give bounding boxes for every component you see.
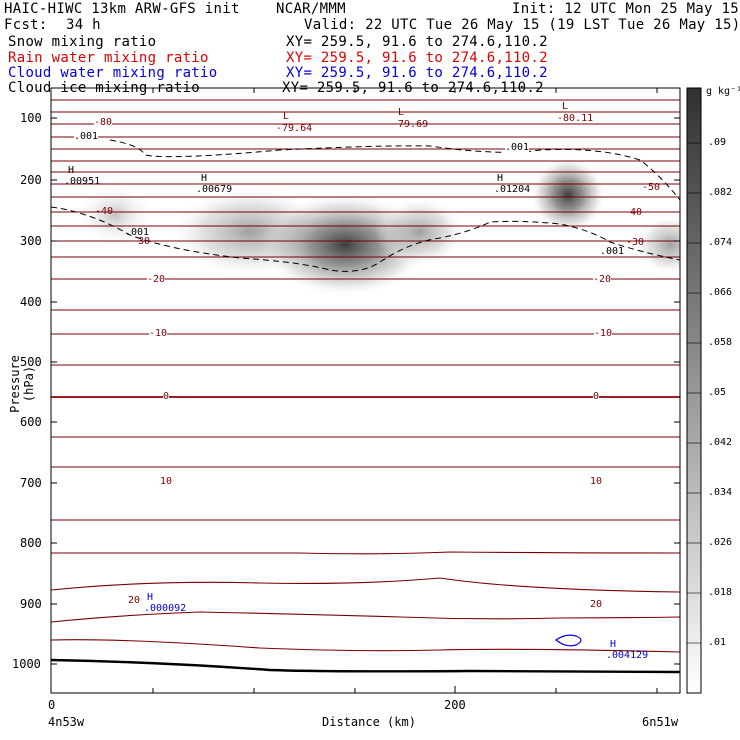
low-marker: L: [562, 101, 569, 112]
low-value: -80.11: [557, 113, 594, 124]
ytick-400: 400: [20, 295, 42, 309]
colorbar-label: .09: [708, 137, 727, 148]
terrain-line: [50, 658, 681, 674]
colorbar-label: .01: [708, 637, 727, 648]
ytick-700: 700: [20, 476, 42, 490]
high-marker: H: [201, 173, 208, 184]
cloud-water-contour: [554, 634, 582, 647]
init-time: Init: 12 UTC Mon 25 May 15: [512, 1, 739, 17]
field-label-cloud-water: Cloud water mixing ratio: [8, 65, 218, 81]
isotherm-label: -20: [593, 274, 612, 285]
field-xy-cloud-water: XY= 259.5, 91.6 to 274.6,110.2: [286, 65, 548, 81]
colorbar-label: .074: [708, 237, 733, 248]
low-value: -79.64: [276, 123, 313, 134]
org-label: NCAR/MMM: [276, 1, 346, 17]
low-marker: L: [398, 107, 405, 118]
field-xy-snow: XY= 259.5, 91.6 to 274.6,110.2: [286, 34, 548, 50]
x-ticks: [152, 88, 658, 693]
y-axis-label: Pressure (hPa): [8, 355, 36, 413]
isotherm-label: 10: [160, 476, 173, 487]
model-title: HAIC-HIWC 13km ARW-GFS init: [4, 1, 240, 17]
colorbar-label: .034: [708, 487, 733, 498]
field-label-rain: Rain water mixing ratio: [8, 50, 209, 66]
shaded-ice-field: [75, 157, 680, 297]
valid-time: Valid: 22 UTC Tue 26 May 15 (19 LST Tue …: [304, 17, 740, 33]
field-label-snow: Snow mixing ratio: [8, 34, 157, 50]
high-value: .004129: [606, 650, 649, 661]
isotherm-label: 10: [590, 476, 603, 487]
colorbar-divisions: [687, 142, 701, 644]
ytick-1000: 1000: [12, 657, 41, 671]
colorbar-label: .082: [708, 187, 733, 198]
colorbar-label: .018: [708, 587, 733, 598]
colorbar-label: .058: [708, 337, 733, 348]
isotherm-label: 0: [163, 391, 170, 402]
forecast-hour: 34 h: [66, 17, 101, 33]
isotherm-label: -10: [594, 328, 613, 339]
high-value: .00951: [64, 176, 101, 187]
ytick-900: 900: [20, 597, 42, 611]
left-endpoint: 4n53w: [48, 715, 85, 729]
contour-label: .001: [505, 142, 530, 153]
isotherm-label: 20: [590, 599, 603, 610]
colorbar-label: .066: [708, 287, 733, 298]
ytick-500: 500: [20, 355, 42, 369]
ytick-200: 200: [20, 173, 42, 187]
cloud-ice-contours: [51, 139, 680, 272]
contour-label: .001: [125, 227, 150, 238]
isotherm-label: -30: [132, 236, 151, 247]
isotherm-label: -50: [642, 182, 661, 193]
low-marker: L: [283, 111, 290, 122]
ytick-100: 100: [20, 111, 42, 125]
isotherm-label: -80: [94, 117, 113, 128]
xtick-200: 200: [444, 698, 466, 712]
isotherm-label: -40: [95, 206, 114, 217]
ytick-300: 300: [20, 234, 42, 248]
colorbar-unit: g kg⁻¹: [706, 86, 740, 97]
low-value: -79.69: [392, 119, 429, 130]
high-marker: H: [497, 173, 504, 184]
forecast-label: Fcst:: [4, 17, 48, 33]
x-axis-label: Distance (km): [322, 715, 416, 729]
high-marker: H: [68, 165, 75, 176]
isotherm-label: 20: [128, 595, 141, 606]
colorbar-label: .026: [708, 537, 733, 548]
isotherm-label: -20: [147, 274, 166, 285]
colorbar: [686, 87, 702, 694]
high-marker: H: [147, 592, 154, 603]
colorbar-label: .05: [708, 387, 727, 398]
ytick-600: 600: [20, 415, 42, 429]
high-value: .000092: [144, 603, 187, 614]
high-value: .01204: [494, 184, 531, 195]
right-endpoint: 6n51w: [642, 715, 679, 729]
isotherm-label: -30: [626, 237, 645, 248]
high-marker: H: [610, 639, 617, 650]
isotherm-label: 0: [593, 391, 600, 402]
isotherm-label: -10: [149, 328, 168, 339]
colorbar-label: .042: [708, 437, 733, 448]
high-value: .00679: [196, 184, 233, 195]
ytick-800: 800: [20, 536, 42, 550]
y-ticks: [51, 117, 680, 665]
contour-label: .001: [600, 246, 625, 257]
isotherm-label: -40: [624, 207, 643, 218]
field-xy-rain: XY= 259.5, 91.6 to 274.6,110.2: [286, 50, 548, 66]
plot-frame: [50, 87, 681, 694]
contour-label: .001: [74, 131, 99, 142]
xtick-0: 0: [48, 698, 56, 712]
